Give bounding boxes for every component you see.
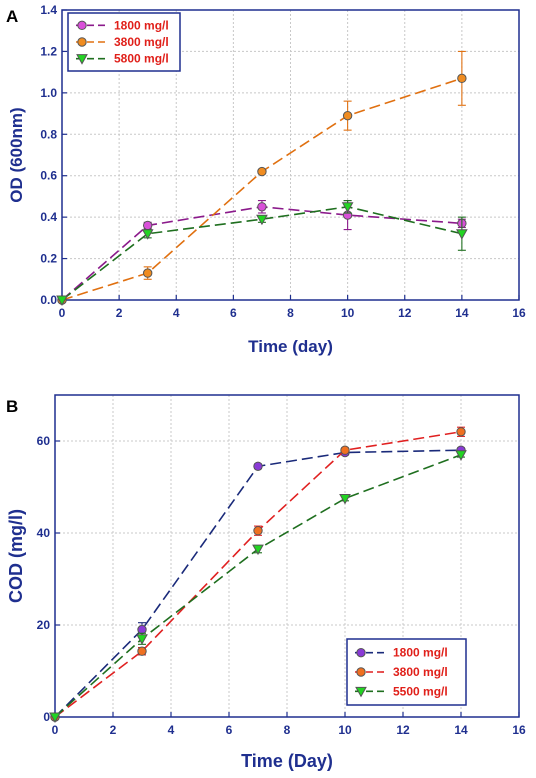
y-tick-label: 0 (43, 710, 50, 724)
legend-label: 5500 mg/l (393, 684, 448, 698)
x-tick-label: 14 (455, 306, 469, 320)
y-axis-title: COD (mg/l) (6, 509, 26, 603)
series-5800-mg-l (56, 200, 468, 307)
data-point (142, 220, 153, 231)
x-tick-label: 2 (110, 723, 117, 737)
data-point (456, 427, 466, 437)
data-point (456, 229, 468, 240)
x-tick-label: 0 (59, 306, 66, 320)
data-point (49, 712, 61, 724)
panel-label: B (6, 397, 18, 416)
legend: 1800 mg/l 3800 mg/l 5500 mg/l (346, 638, 467, 706)
y-axis-title: OD (600nm) (7, 107, 26, 202)
data-point (141, 229, 154, 240)
y-tick-label: 0.0 (40, 293, 57, 307)
chart-panel-a: 0 2 4 6 8 10 12 14 16 0.0 0.2 0.4 0.6 0.8 1.0 1.2 1.4 Tim… (6, 3, 526, 356)
data-point (56, 295, 68, 307)
x-tick-label: 10 (341, 306, 355, 320)
data-point (137, 624, 147, 635)
y-tick-label: 0.8 (40, 127, 57, 141)
x-tick-label: 4 (173, 306, 180, 320)
x-axis-title: Time (day) (248, 337, 333, 356)
legend: 1800 mg/l 3800 mg/l 5800 mg/l (67, 12, 181, 72)
x-axis-title: Time (Day) (241, 751, 333, 771)
data-point (257, 202, 267, 212)
data-point (340, 445, 350, 455)
x-tick-label: 12 (398, 306, 412, 320)
x-tick-label: 6 (230, 306, 237, 320)
x-tick-label: 10 (338, 723, 352, 737)
legend-marker (76, 54, 88, 65)
y-tick-label: 1.2 (40, 44, 57, 58)
data-point (455, 450, 467, 461)
data-point (136, 634, 148, 645)
series-5500-mg-l (49, 450, 467, 724)
x-tick-label: 16 (512, 723, 526, 737)
legend-label: 1800 mg/l (114, 18, 169, 32)
series-line (61, 77, 463, 301)
y-tick-label: 40 (37, 526, 51, 540)
legend-marker (77, 37, 87, 47)
data-point (339, 494, 351, 505)
x-tick-label: 4 (168, 723, 175, 737)
data-point (257, 166, 267, 177)
x-tick-label: 2 (116, 306, 123, 320)
legend-label: 5800 mg/l (114, 52, 169, 66)
legend-label: 1800 mg/l (393, 646, 448, 660)
data-point (341, 202, 354, 213)
legend-marker (356, 667, 366, 677)
x-tick-label: 16 (512, 306, 526, 320)
legend-marker (355, 686, 367, 698)
x-tick-label: 6 (226, 723, 233, 737)
y-tick-label: 60 (37, 434, 51, 448)
data-point (256, 214, 268, 226)
legend-marker (77, 20, 87, 31)
data-point (252, 544, 264, 556)
y-tick-label: 0.2 (40, 252, 57, 266)
legend-label: 3800 mg/l (114, 35, 169, 49)
x-tick-label: 12 (396, 723, 410, 737)
y-tick-label: 20 (37, 618, 51, 632)
data-point (253, 526, 263, 536)
y-tick-label: 0.6 (40, 169, 57, 183)
data-point (142, 268, 153, 278)
y-tick-label: 1.0 (40, 86, 57, 100)
y-tick-label: 0.4 (40, 210, 57, 224)
data-point (137, 646, 147, 656)
legend-label: 3800 mg/l (393, 665, 448, 679)
series-line (61, 205, 463, 301)
x-tick-label: 8 (284, 723, 291, 737)
y-tick-label: 1.4 (40, 3, 57, 17)
data-point (457, 73, 467, 84)
panel-label: A (6, 7, 18, 26)
x-tick-label: 8 (287, 306, 294, 320)
legend-marker (356, 647, 366, 658)
x-tick-label: 14 (454, 723, 468, 737)
x-tick-label: 0 (52, 723, 59, 737)
chart-panel-b: 0 2 4 6 8 10 12 14 16 0 20 40 60 Time (Day) COD (mg/l)… (6, 394, 526, 771)
data-point (253, 461, 263, 471)
data-point (342, 110, 353, 121)
